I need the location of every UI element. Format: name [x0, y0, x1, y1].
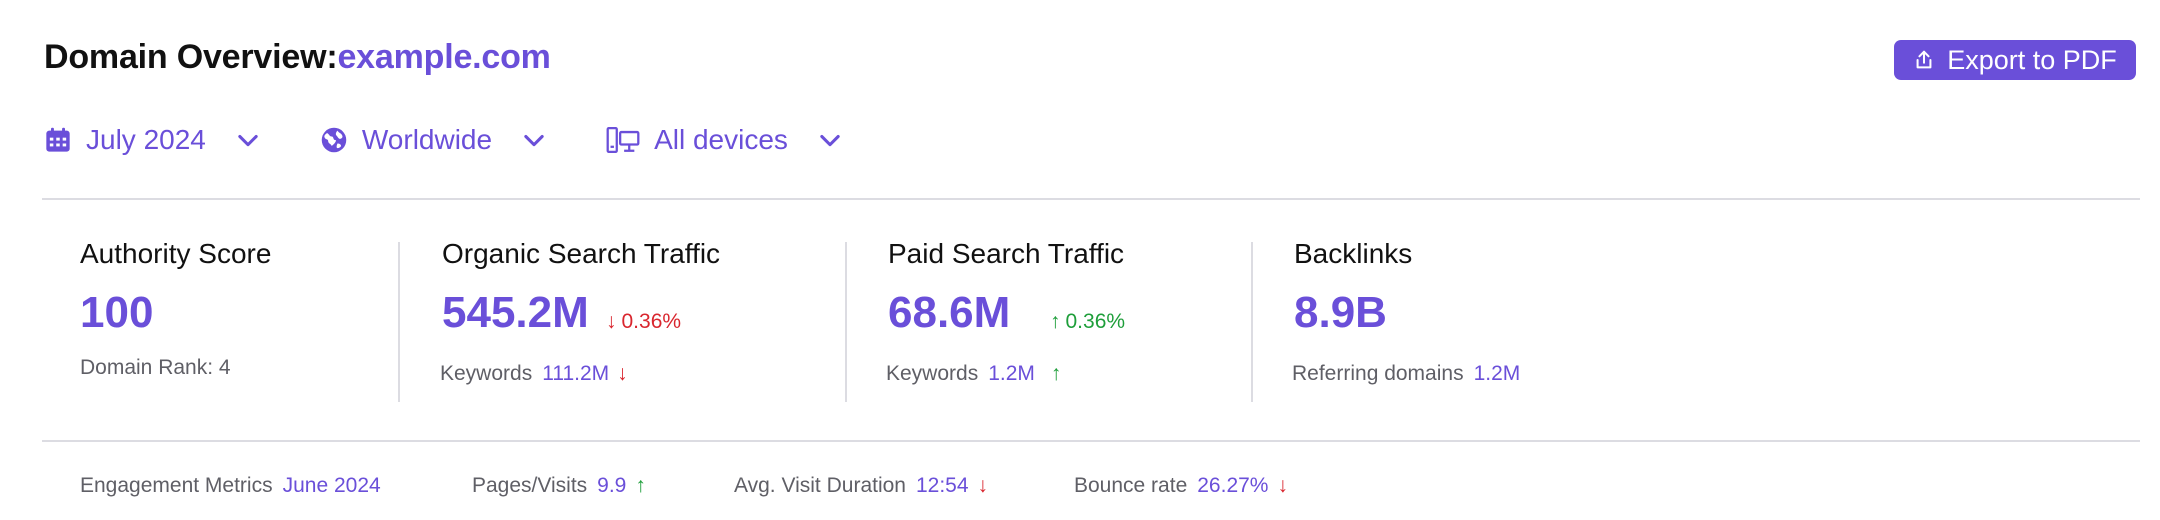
region-filter-label: Worldwide — [361, 124, 493, 155]
region-filter[interactable]: Worldwide — [320, 124, 548, 156]
paid-traffic-delta-value: 0.36% — [1065, 310, 1126, 333]
arrow-up-icon: ↑ — [1050, 310, 1061, 333]
organic-traffic-title: Organic Search Traffic — [442, 238, 721, 269]
backlinks-title: Backlinks — [1294, 238, 1413, 269]
engagement-metrics: Engagement Metrics June 2024 — [80, 474, 381, 498]
chevron-down-icon — [234, 126, 262, 154]
domain-name[interactable]: example.com — [337, 38, 551, 76]
organic-keywords-value[interactable]: 111.2M — [542, 362, 610, 385]
paid-keywords: Keywords 1.2M ↑ — [886, 362, 1066, 386]
domain-rank: Domain Rank: 4 — [80, 356, 231, 379]
arrow-down-icon: ↓ — [617, 362, 628, 385]
visit-duration-value: 12:54 — [915, 474, 969, 497]
chevron-down-icon — [816, 126, 844, 154]
arrow-down-icon: ↓ — [977, 474, 989, 497]
organic-keywords-label: Keywords — [440, 362, 533, 385]
card-separator — [398, 242, 400, 402]
authority-score-card: Authority Score 100 Domain Rank: 4 — [80, 238, 272, 379]
referring-domains-value[interactable]: 1.2M — [1473, 362, 1521, 385]
engagement-period[interactable]: June 2024 — [282, 474, 381, 497]
backlinks-card: Backlinks 8.9B Referring domains 1.2M — [1292, 238, 1520, 385]
bounce-rate-value: 26.27% — [1197, 474, 1269, 497]
devices-icon — [606, 126, 640, 154]
arrow-up-icon: ↑ — [1050, 362, 1062, 385]
paid-traffic-card: Paid Search Traffic 68.6M ↑ 0.36% Keyword… — [886, 238, 1125, 385]
visit-duration-metric: Avg. Visit Duration 12:54 ↓ — [734, 474, 988, 498]
pages-visits-label: Pages/Visits — [472, 474, 588, 497]
bottom-divider — [42, 440, 2140, 442]
organic-traffic-card: Organic Search Traffic 545.2M ↓ 0.36% Key… — [440, 238, 721, 385]
top-divider — [42, 198, 2140, 200]
bounce-rate-label: Bounce rate — [1074, 474, 1188, 497]
organic-keywords: Keywords 111.2M ↓ — [440, 362, 633, 386]
card-separator — [1251, 242, 1253, 402]
referring-domains-label: Referring domains — [1292, 362, 1464, 385]
export-pdf-button[interactable]: Export to PDF — [1894, 40, 2136, 80]
calendar-icon — [44, 126, 72, 154]
pages-visits-metric: Pages/Visits 9.9 ↑ — [472, 474, 646, 498]
date-filter-label: July 2024 — [86, 124, 206, 155]
globe-icon — [320, 126, 348, 154]
arrow-up-icon: ↑ — [635, 474, 646, 497]
share-icon — [1916, 50, 1932, 69]
visit-duration-label: Avg. Visit Duration — [734, 474, 906, 497]
chevron-down-icon — [520, 126, 548, 154]
arrow-down-icon: ↓ — [606, 310, 617, 333]
device-filter[interactable]: All devices — [606, 124, 844, 156]
card-separator — [845, 242, 847, 402]
authority-score-title: Authority Score — [80, 238, 272, 269]
date-filter[interactable]: July 2024 — [44, 124, 262, 156]
referring-domains: Referring domains 1.2M — [1292, 362, 1520, 386]
paid-keywords-label: Keywords — [886, 362, 979, 385]
arrow-down-icon: ↓ — [1277, 474, 1288, 497]
device-filter-label: All devices — [654, 124, 788, 155]
authority-score-value[interactable]: 100 — [80, 288, 154, 337]
organic-traffic-delta: ↓ 0.36% — [606, 310, 681, 334]
pages-visits-value: 9.9 — [597, 474, 627, 497]
paid-keywords-value[interactable]: 1.2M — [988, 362, 1035, 385]
organic-traffic-value[interactable]: 545.2M — [442, 288, 589, 337]
page-title-label: Domain Overview: — [44, 38, 338, 76]
bounce-rate-metric: Bounce rate 26.27% ↓ — [1074, 474, 1288, 498]
backlinks-value[interactable]: 8.9B — [1294, 288, 1387, 337]
filter-bar: July 2024 Worldwide All devices — [44, 124, 902, 156]
page-title: Domain Overview:example.com — [44, 38, 551, 77]
organic-traffic-delta-value: 0.36% — [621, 310, 682, 333]
export-pdf-label: Export to PDF — [1947, 44, 2117, 75]
paid-traffic-delta: ↑ 0.36% — [1050, 310, 1125, 334]
paid-traffic-value[interactable]: 68.6M — [888, 288, 1011, 337]
paid-traffic-title: Paid Search Traffic — [888, 238, 1125, 269]
engagement-label: Engagement Metrics — [80, 474, 273, 497]
